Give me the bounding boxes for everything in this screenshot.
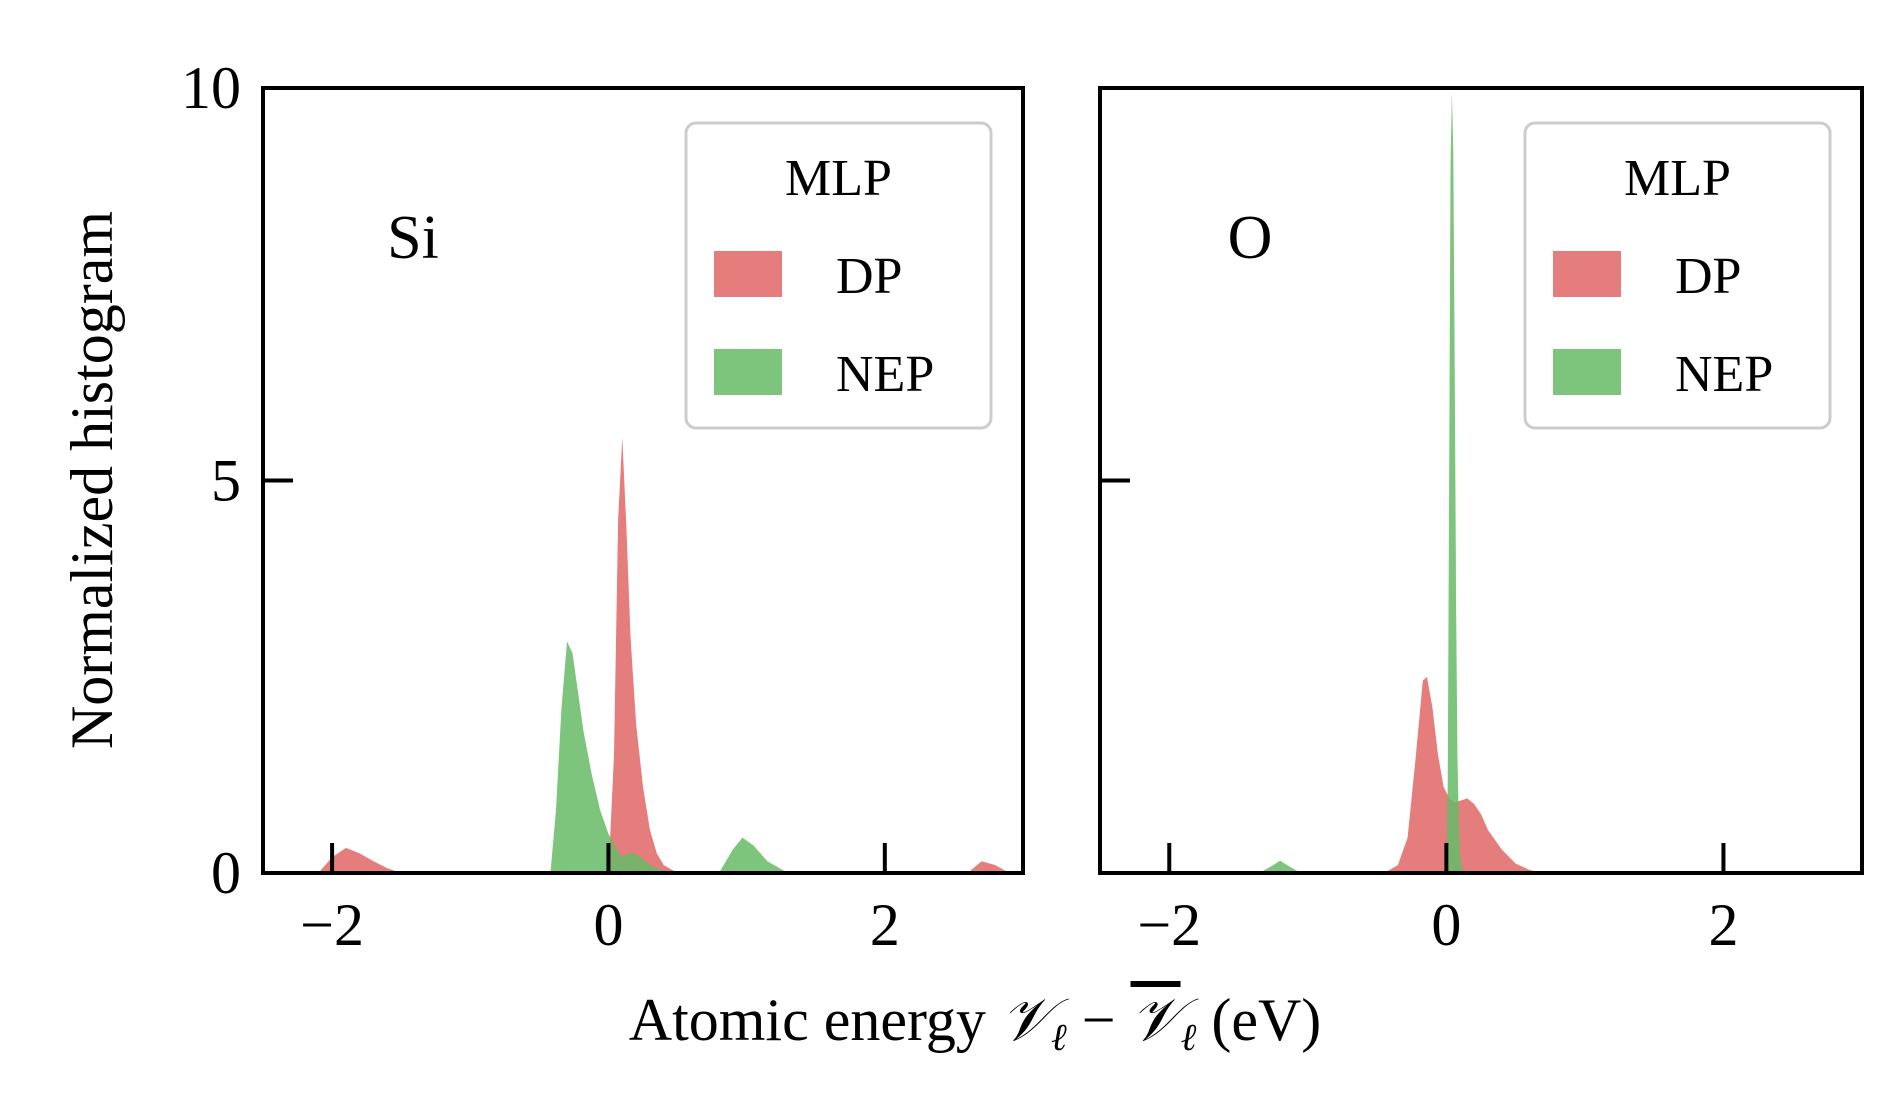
area-dp-o: [1384, 676, 1544, 873]
legend-entry-dp: DP: [836, 248, 902, 305]
legend-swatch-nep: [1553, 349, 1621, 395]
y-tick-label: 0: [211, 840, 241, 906]
x-axis-label-minus: −: [1067, 987, 1131, 1053]
legend-swatch-dp: [714, 251, 782, 297]
legend-swatch-nep: [714, 349, 782, 395]
legend: MLP DP NEP: [684, 121, 993, 430]
area-nep-si: [550, 641, 789, 873]
legend-entry-nep: NEP: [836, 346, 934, 403]
panel-label: O: [1228, 204, 1273, 272]
y-axis-label: Normalized histogram: [59, 211, 125, 749]
panel-si: −2 0 2 0 5 10 Si MLP DP NEP: [181, 55, 1025, 958]
legend-entry-nep: NEP: [1675, 346, 1773, 403]
x-axis-label: Atomic energy 𝒱ℓ − 𝒱ℓ (eV): [629, 987, 1322, 1059]
legend-swatch-dp: [1553, 251, 1621, 297]
x-tick-label: 2: [1708, 892, 1738, 958]
x-tick-label: 0: [593, 892, 623, 958]
panel-label: Si: [387, 204, 439, 272]
series-areas: [318, 437, 1010, 873]
x-axis-label-prefix: Atomic energy: [629, 987, 1001, 1053]
legend: MLP DP NEP: [1523, 121, 1832, 430]
x-tick-label: −2: [300, 892, 364, 958]
legend-title: MLP: [785, 150, 892, 207]
area-dp-si: [318, 437, 1010, 873]
panel-o: −2 0 2 O MLP DP NEP: [1098, 86, 1864, 958]
legend-entry-dp: DP: [1675, 248, 1741, 305]
panels: −2 0 2 0 5 10 Si MLP DP NEP −2 0 2 O MLP DP NEP: [181, 55, 1864, 958]
y-tick-label: 5: [211, 448, 241, 514]
x-axis-label-mean-sub: ℓ: [1181, 1017, 1197, 1059]
x-tick-label: −2: [1137, 892, 1201, 958]
legend-title: MLP: [1624, 150, 1731, 207]
x-axis-label-sub: ℓ: [1051, 1017, 1067, 1059]
x-tick-label: 0: [1431, 892, 1461, 958]
y-tick-label: 10: [181, 55, 241, 121]
x-tick-label: 2: [870, 892, 900, 958]
x-axis-label-suffix: (eV): [1196, 987, 1321, 1053]
series-areas: [1259, 91, 1544, 873]
